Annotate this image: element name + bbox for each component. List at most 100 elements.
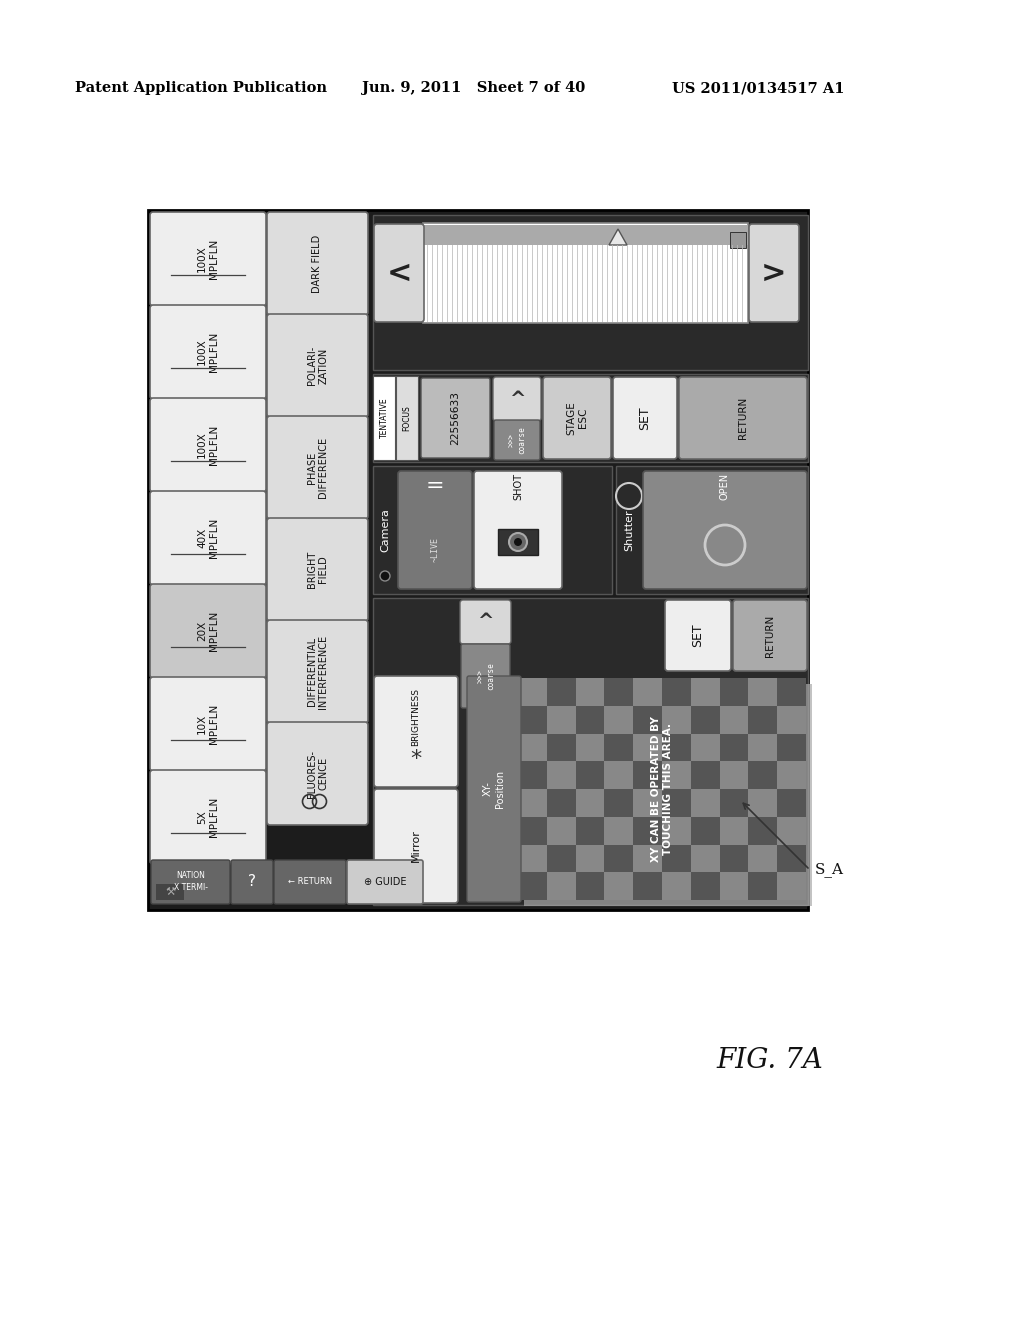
FancyBboxPatch shape	[398, 471, 472, 589]
Bar	[604, 678, 633, 706]
Text: NATION: NATION	[176, 871, 205, 880]
Bar	[691, 789, 720, 817]
Bar	[749, 817, 777, 845]
Bar	[691, 734, 720, 762]
Text: STAGE
ESC: STAGE ESC	[566, 401, 588, 434]
Text: Camera: Camera	[380, 508, 390, 552]
Text: *: *	[411, 748, 422, 770]
Bar	[777, 762, 806, 789]
Bar	[518, 762, 547, 789]
Bar	[662, 845, 691, 873]
Bar	[518, 817, 547, 845]
Text: ⚒: ⚒	[165, 887, 175, 898]
Circle shape	[713, 484, 731, 503]
Bar	[691, 678, 720, 706]
FancyBboxPatch shape	[150, 770, 266, 865]
Text: ~LIVE: ~LIVE	[430, 537, 439, 562]
Bar	[156, 884, 184, 900]
FancyBboxPatch shape	[613, 378, 677, 459]
Bar	[373, 598, 808, 906]
Text: FOCUS: FOCUS	[402, 405, 412, 430]
Text: 10X
MPLFLN: 10X MPLFLN	[198, 704, 219, 744]
Text: ^: ^	[477, 612, 494, 631]
FancyBboxPatch shape	[467, 676, 521, 902]
Bar	[749, 678, 777, 706]
Bar	[604, 873, 633, 900]
Bar	[616, 466, 808, 594]
Text: US 2011/0134517 A1: US 2011/0134517 A1	[672, 81, 845, 95]
FancyBboxPatch shape	[150, 677, 266, 771]
Text: S_A: S_A	[815, 862, 844, 878]
Bar	[524, 684, 812, 906]
FancyBboxPatch shape	[474, 471, 562, 589]
Bar	[633, 873, 662, 900]
Text: ^: ^	[509, 389, 525, 408]
FancyBboxPatch shape	[267, 620, 368, 723]
FancyBboxPatch shape	[749, 224, 799, 322]
FancyBboxPatch shape	[461, 644, 510, 708]
Bar	[547, 789, 575, 817]
Circle shape	[380, 572, 390, 581]
Text: >>>
coarse: >>> coarse	[507, 426, 526, 454]
Text: 100X
MPLFLN: 100X MPLFLN	[198, 331, 219, 372]
FancyBboxPatch shape	[267, 517, 368, 620]
Bar	[720, 762, 749, 789]
Text: SHOT: SHOT	[513, 473, 523, 499]
Bar	[604, 762, 633, 789]
Bar	[749, 873, 777, 900]
Text: >: >	[761, 259, 786, 288]
Bar	[604, 706, 633, 734]
FancyBboxPatch shape	[374, 676, 458, 787]
Bar	[423, 223, 748, 323]
Bar	[749, 845, 777, 873]
Bar	[633, 762, 662, 789]
Bar	[604, 817, 633, 845]
Bar	[423, 224, 748, 246]
FancyBboxPatch shape	[347, 861, 423, 904]
Bar	[547, 873, 575, 900]
Polygon shape	[609, 228, 627, 246]
Bar	[575, 678, 604, 706]
Bar	[604, 789, 633, 817]
Bar	[720, 873, 749, 900]
Text: Mirror: Mirror	[411, 829, 421, 862]
Bar	[396, 376, 418, 459]
Text: PHASE
DIFFERENCE: PHASE DIFFERENCE	[307, 437, 329, 498]
Bar	[518, 706, 547, 734]
FancyBboxPatch shape	[543, 378, 611, 459]
Text: FLUORES-
CENCE: FLUORES- CENCE	[307, 750, 329, 797]
Bar	[720, 734, 749, 762]
FancyBboxPatch shape	[150, 305, 266, 399]
Bar	[662, 734, 691, 762]
Text: 22556633: 22556633	[451, 391, 461, 445]
Bar	[575, 817, 604, 845]
Bar	[749, 706, 777, 734]
FancyBboxPatch shape	[267, 314, 368, 417]
Text: RETURN: RETURN	[765, 614, 775, 656]
Text: 40X
MPLFLN: 40X MPLFLN	[198, 517, 219, 558]
Bar	[777, 817, 806, 845]
Bar	[720, 706, 749, 734]
Text: Shutter: Shutter	[624, 510, 634, 550]
Bar	[662, 789, 691, 817]
FancyBboxPatch shape	[421, 378, 490, 458]
Bar	[749, 789, 777, 817]
Text: 20X
MPLFLN: 20X MPLFLN	[198, 611, 219, 651]
Text: 100X
MPLFLN: 100X MPLFLN	[198, 425, 219, 465]
Bar	[547, 762, 575, 789]
FancyBboxPatch shape	[374, 224, 424, 322]
Bar	[633, 706, 662, 734]
Bar	[720, 789, 749, 817]
Bar	[547, 845, 575, 873]
Text: 5X
MPLFLN: 5X MPLFLN	[198, 797, 219, 837]
Bar	[518, 789, 547, 817]
Bar	[633, 678, 662, 706]
Circle shape	[509, 533, 527, 550]
Bar	[604, 734, 633, 762]
Bar	[575, 873, 604, 900]
FancyBboxPatch shape	[150, 491, 266, 585]
Bar	[518, 678, 547, 706]
FancyBboxPatch shape	[665, 601, 731, 671]
Bar	[691, 706, 720, 734]
Bar	[518, 734, 547, 762]
